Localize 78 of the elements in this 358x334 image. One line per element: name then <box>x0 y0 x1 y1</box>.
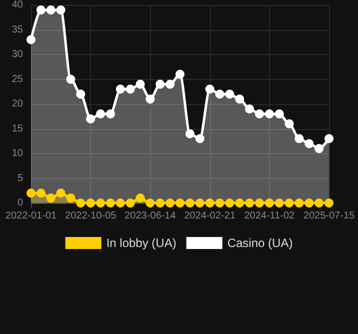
y-tick-label: 5 <box>17 172 24 184</box>
y-tick-label: 20 <box>12 98 24 110</box>
point <box>66 74 76 84</box>
point <box>76 90 86 99</box>
point <box>284 119 294 128</box>
point <box>116 84 125 94</box>
point <box>225 198 234 208</box>
point <box>185 129 194 138</box>
point <box>235 94 244 104</box>
x-tick-label: 2025-07-15 <box>303 210 356 222</box>
point <box>304 139 314 148</box>
legend-label: In lobby (UA) <box>106 236 176 250</box>
point <box>76 198 86 208</box>
point <box>66 194 76 203</box>
point <box>46 194 56 203</box>
y-tick-label: 40 <box>12 0 24 10</box>
point <box>56 5 66 14</box>
y-tick-label: 35 <box>12 24 24 36</box>
y-tick-label: 30 <box>12 49 24 60</box>
point <box>96 109 106 118</box>
point <box>36 188 46 198</box>
point <box>185 198 194 208</box>
point <box>126 198 135 208</box>
point <box>106 109 115 118</box>
point <box>146 94 155 104</box>
point <box>254 109 264 118</box>
point <box>205 84 214 94</box>
point <box>274 198 284 208</box>
point <box>294 134 304 144</box>
point <box>26 188 36 198</box>
point <box>314 144 324 154</box>
point <box>304 198 314 208</box>
point <box>195 134 204 144</box>
point <box>324 134 334 144</box>
point <box>274 109 284 118</box>
x-tick-label: 2024-11-02 <box>244 210 296 222</box>
point <box>294 198 304 208</box>
point <box>195 198 204 208</box>
point <box>36 5 46 14</box>
point <box>166 198 175 208</box>
point <box>46 5 56 14</box>
point <box>245 198 254 208</box>
point <box>116 198 125 208</box>
point <box>26 35 36 44</box>
legend-label: Casino (UA) <box>227 236 293 250</box>
point <box>136 194 145 203</box>
y-tick-label: 10 <box>12 148 24 159</box>
point <box>166 80 175 89</box>
point <box>156 198 165 208</box>
x-tick-label: 2023-06-14 <box>124 210 176 222</box>
point <box>136 80 145 89</box>
point <box>254 198 264 208</box>
point <box>235 198 244 208</box>
point <box>56 188 66 198</box>
point <box>176 198 184 208</box>
point <box>205 198 214 208</box>
point <box>264 198 274 208</box>
y-tick-label: 0 <box>17 198 24 208</box>
x-tick-label: 2024-02-21 <box>184 210 236 222</box>
point <box>264 109 274 118</box>
point <box>284 198 294 208</box>
y-tick-label: 25 <box>12 74 24 85</box>
x-tick-label: 2022-01-01 <box>5 210 58 222</box>
point <box>245 104 254 114</box>
point <box>215 90 224 99</box>
x-tick-label: 2022-10-05 <box>65 210 117 222</box>
point <box>314 198 324 208</box>
point <box>86 114 96 124</box>
point <box>156 80 165 89</box>
point <box>126 84 135 94</box>
point <box>225 90 234 99</box>
point <box>176 70 184 79</box>
y-tick-label: 15 <box>12 123 24 134</box>
point <box>146 198 155 208</box>
point <box>86 198 96 208</box>
point <box>106 198 115 208</box>
point <box>215 198 224 208</box>
point <box>96 198 106 208</box>
